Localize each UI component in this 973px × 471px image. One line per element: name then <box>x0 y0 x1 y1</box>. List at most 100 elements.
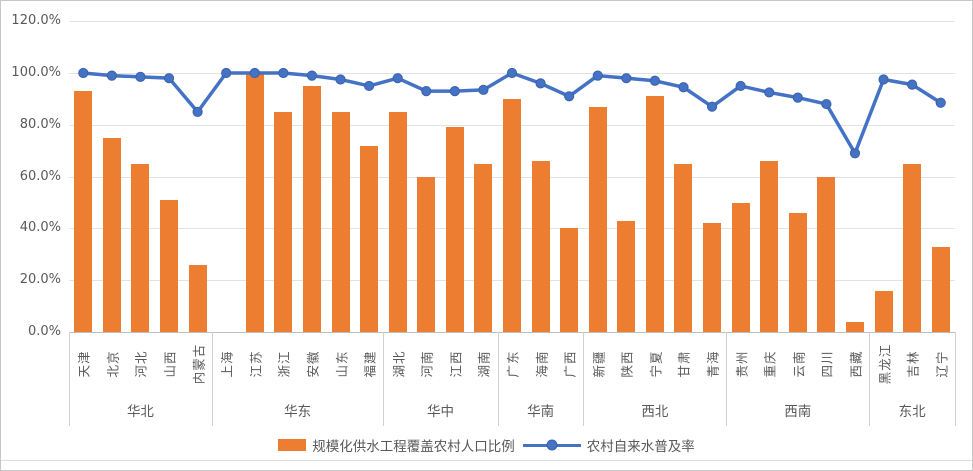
bar-贵州 <box>731 202 750 332</box>
bar-海南 <box>531 161 550 332</box>
line-marker-宁夏 <box>649 75 661 86</box>
legend-label-bar-series: 规模化供水工程覆盖农村人口比例 <box>312 439 515 455</box>
bar-黑龙江 <box>874 290 893 332</box>
group-separator <box>383 332 385 426</box>
category-label-青海: 青海 <box>705 350 721 378</box>
line-marker-山西 <box>163 73 175 84</box>
bar-浙江 <box>274 111 293 332</box>
bar-吉林 <box>903 163 922 332</box>
line-marker-福建 <box>363 80 375 92</box>
bar-福建 <box>360 145 379 332</box>
category-label-四川: 四川 <box>819 350 835 378</box>
bar-安徽 <box>302 85 321 332</box>
line-marker-江西 <box>449 86 460 97</box>
bar-甘肃 <box>674 163 693 332</box>
category-label-辽宁: 辽宁 <box>934 350 950 378</box>
group-separator <box>726 332 728 426</box>
bar-山东 <box>331 111 350 332</box>
bar-青海 <box>703 223 722 332</box>
group-separator <box>69 332 70 426</box>
bar-云南 <box>788 212 807 332</box>
category-label-浙江: 浙江 <box>276 350 292 378</box>
line-marker-贵州 <box>735 80 746 92</box>
line-marker-甘肃 <box>678 82 689 93</box>
bar-series-swatch-icon <box>278 439 307 451</box>
category-label-湖南: 湖南 <box>476 350 492 378</box>
category-label-云南: 云南 <box>791 350 807 378</box>
category-label-甘肃: 甘肃 <box>676 350 692 378</box>
category-label-陕西: 陕西 <box>619 350 635 378</box>
y-axis-tick-label: 20.0% <box>19 272 61 288</box>
category-label-广东: 广东 <box>505 350 521 378</box>
group-separator <box>869 332 871 426</box>
bar-西藏 <box>845 321 864 332</box>
bar-河北 <box>131 163 150 332</box>
line-marker-青海 <box>706 101 718 112</box>
category-label-山东: 山东 <box>334 350 350 378</box>
region-label-华中: 华中 <box>427 404 455 420</box>
chart-bottom-border <box>1 460 972 461</box>
category-label-湖北: 湖北 <box>391 350 407 378</box>
line-marker-广西 <box>564 91 575 102</box>
gridline <box>69 21 955 23</box>
region-label-华南: 华南 <box>527 404 555 420</box>
bar-天津 <box>74 91 93 332</box>
y-axis-tick-label: 0.0% <box>27 324 61 339</box>
category-label-天津: 天津 <box>76 350 92 378</box>
category-label-江西: 江西 <box>448 350 464 378</box>
bar-广东 <box>503 98 521 332</box>
line-marker-湖北 <box>392 73 403 84</box>
bar-内蒙古 <box>188 264 207 332</box>
line-marker-山东 <box>335 74 346 85</box>
bar-江苏 <box>245 73 264 332</box>
category-label-安徽: 安徽 <box>305 350 321 378</box>
legend-item-bar-series: 规模化供水工程覆盖农村人口比例 <box>278 435 515 455</box>
line-marker-重庆 <box>764 87 775 98</box>
bar-山西 <box>160 199 179 332</box>
category-label-海南: 海南 <box>534 350 550 378</box>
bar-河南 <box>417 176 436 332</box>
bar-江西 <box>445 127 464 332</box>
bar-宁夏 <box>645 96 664 332</box>
category-label-广西: 广西 <box>562 350 578 378</box>
y-axis-tick-label: 80.0% <box>19 116 61 132</box>
region-label-东北: 东北 <box>898 404 926 420</box>
category-label-黑龙江: 黑龙江 <box>877 343 893 385</box>
line-marker-湖南 <box>478 84 489 95</box>
line-marker-西藏 <box>849 148 861 159</box>
group-separator <box>955 332 956 426</box>
legend: 规模化供水工程覆盖农村人口比例 农村自来水普及率 <box>1 435 972 455</box>
y-axis-tick-label: 100.0% <box>11 65 61 80</box>
category-label-福建: 福建 <box>362 350 378 378</box>
line-marker-四川 <box>821 98 832 110</box>
bar-四川 <box>817 176 836 332</box>
line-marker-辽宁 <box>935 97 946 108</box>
category-label-西藏: 西藏 <box>848 350 864 378</box>
category-label-山西: 山西 <box>162 350 178 378</box>
gridline <box>69 73 955 74</box>
category-label-吉林: 吉林 <box>905 350 921 378</box>
y-axis-tick-label: 40.0% <box>19 220 61 236</box>
category-label-上海: 上海 <box>219 350 235 378</box>
group-separator <box>211 332 213 426</box>
region-label-华东: 华东 <box>284 404 312 420</box>
line-marker-吉林 <box>907 79 918 90</box>
bar-北京 <box>102 137 121 332</box>
category-label-河南: 河南 <box>419 350 435 378</box>
legend-label-line-series: 农村自来水普及率 <box>586 439 695 455</box>
category-label-宁夏: 宁夏 <box>648 350 664 378</box>
bar-陕西 <box>617 220 636 332</box>
legend-item-line-series: 农村自来水普及率 <box>522 435 695 455</box>
bar-辽宁 <box>931 246 950 332</box>
category-label-新疆: 新疆 <box>591 350 607 378</box>
line-marker-河南 <box>421 86 432 97</box>
bar-重庆 <box>760 161 779 332</box>
category-label-重庆: 重庆 <box>762 350 778 378</box>
y-axis-tick-label: 60.0% <box>19 168 61 184</box>
line-series-swatch-icon <box>522 439 581 451</box>
bar-湖南 <box>474 163 493 332</box>
line-marker-云南 <box>792 92 803 103</box>
region-label-西南: 西南 <box>784 404 812 420</box>
line-marker-内蒙古 <box>192 106 203 117</box>
category-label-内蒙古: 内蒙古 <box>191 343 207 385</box>
